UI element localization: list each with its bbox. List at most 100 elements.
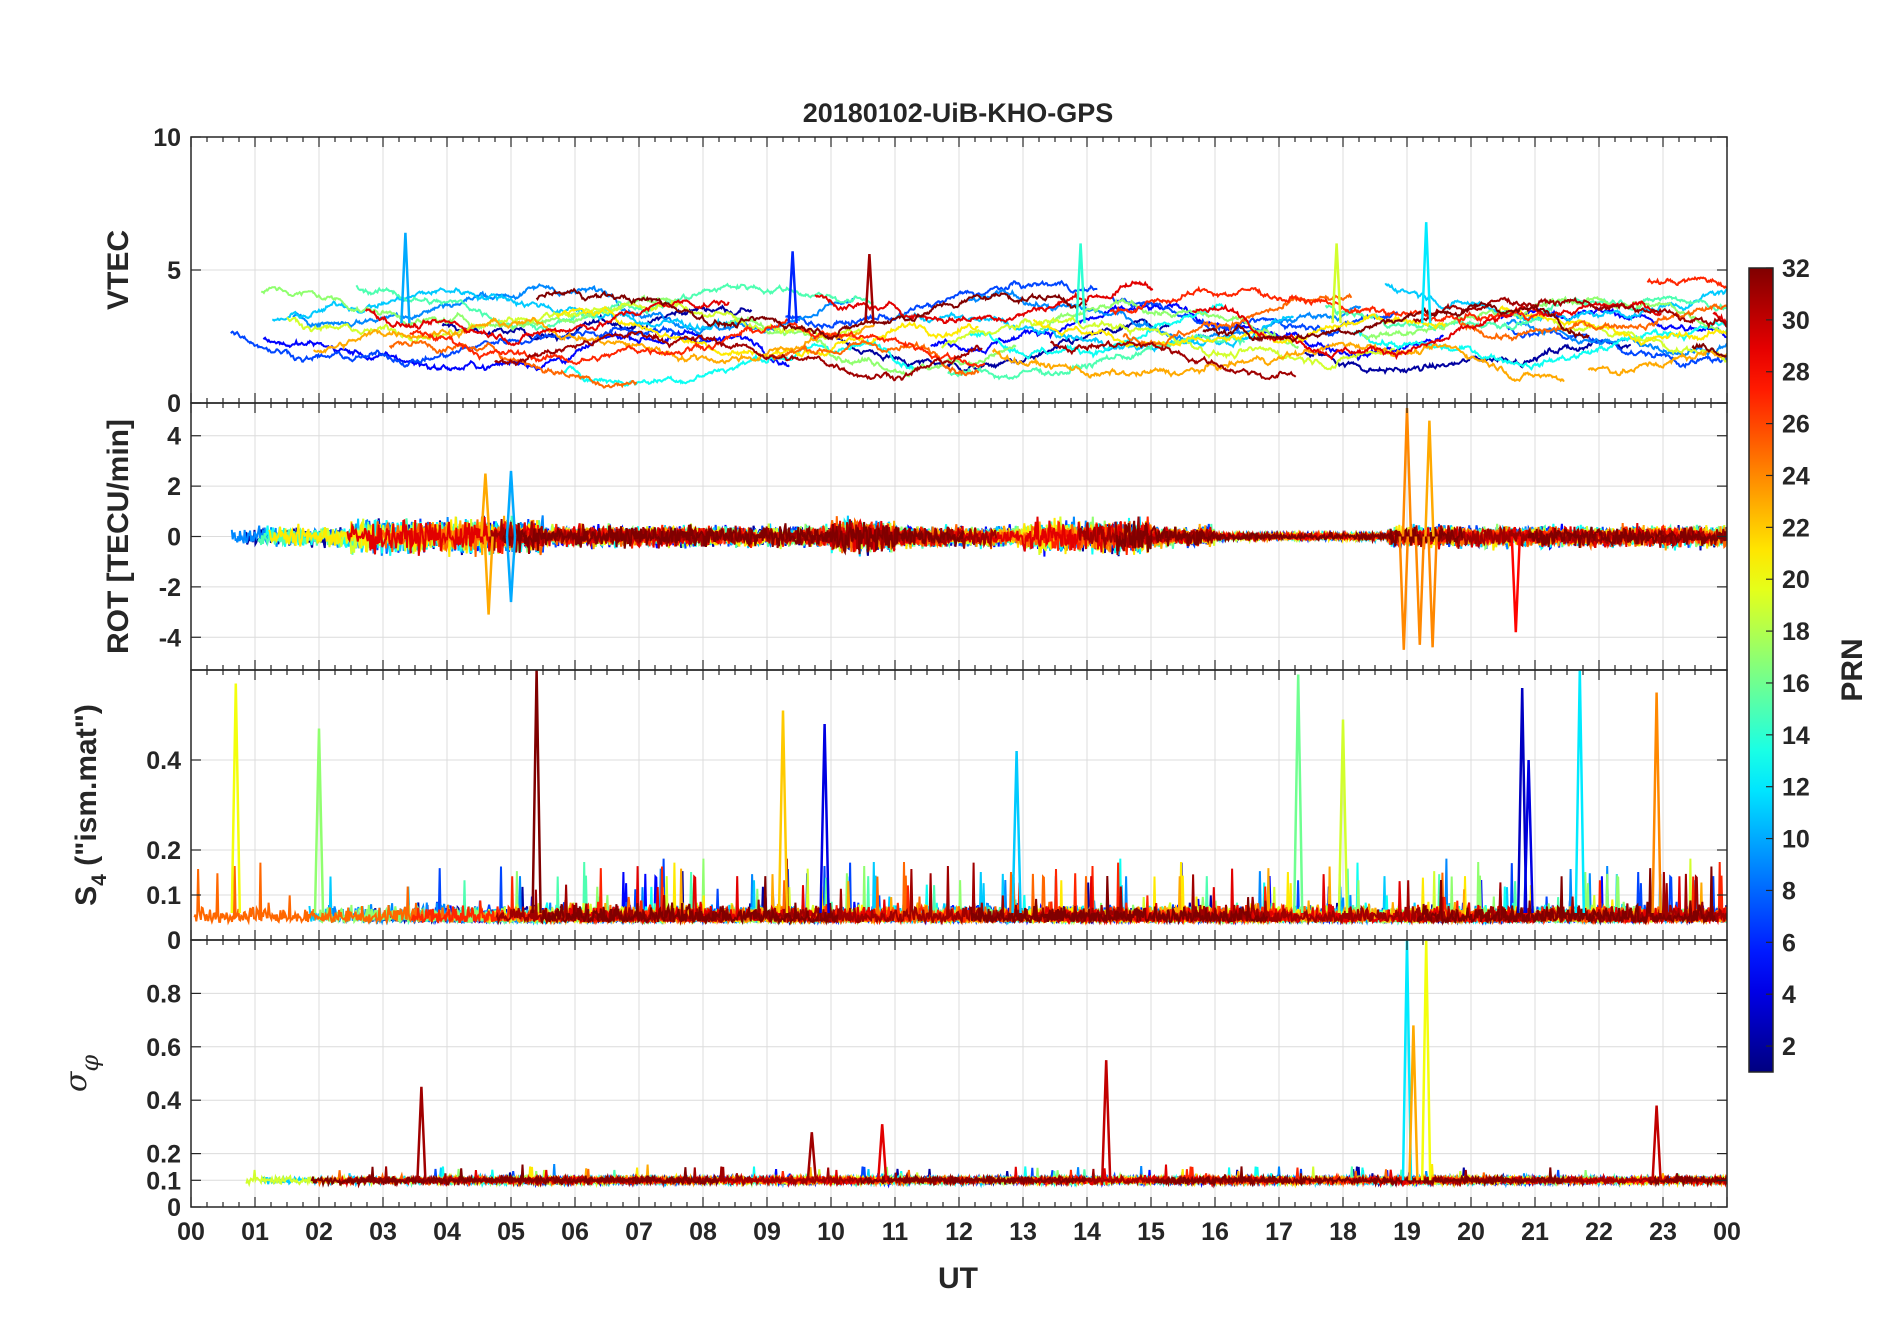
colorbar-tick-label: 22	[1782, 514, 1810, 542]
colorbar-tick-label: 24	[1782, 462, 1810, 490]
spike-vtec-3	[1075, 243, 1086, 324]
colorbar-tick-label: 8	[1782, 877, 1796, 905]
series-prn-19	[940, 316, 1396, 371]
spike-vtec-5	[1331, 243, 1342, 324]
series-prn-25	[193, 862, 459, 926]
colorbar-tick-label: 26	[1782, 411, 1810, 439]
y-tick-label: 5	[167, 257, 181, 285]
colorbar-tick-label: 28	[1782, 359, 1810, 387]
colorbar-tick-label: 32	[1782, 255, 1810, 283]
series-prn-23	[313, 316, 875, 365]
x-tick-label: 10	[817, 1218, 845, 1246]
panel-vtec-series	[230, 222, 1727, 389]
spike-s4-4	[819, 723, 830, 914]
x-tick-label: 18	[1329, 1218, 1357, 1246]
x-tick-label: 23	[1649, 1218, 1677, 1246]
spike-sigma_phi-7	[806, 1132, 818, 1181]
colorbar-tick-label: 10	[1782, 826, 1810, 854]
panel-vtec: 0 5 10 VTEC	[102, 124, 1728, 418]
series-prn-32	[859, 1173, 1087, 1187]
spike-vtec-0	[400, 232, 411, 324]
y-axis-title-s4: S4 ("ism.mat")	[70, 704, 111, 906]
y-tick-label: 0.1	[146, 1167, 181, 1195]
x-tick-label: 07	[625, 1218, 653, 1246]
series-prn-7	[785, 279, 1098, 330]
spike-s4-2	[531, 670, 542, 914]
y-axis-title-rot: ROT [TECU/min]	[102, 419, 135, 654]
spike-sigma_phi-0	[1401, 940, 1413, 1181]
panel-sigma_phi-grid	[190, 940, 1728, 1208]
series-prn-15	[947, 333, 1246, 381]
series-prn-29	[1712, 311, 1727, 326]
y-tick-label: 0.4	[146, 747, 181, 775]
series-prn-32	[1527, 526, 1727, 549]
spike-s4-1	[313, 728, 325, 914]
spike-sigma_phi-3	[1100, 1060, 1112, 1181]
series-prn-32	[502, 521, 965, 556]
series-prn-21	[1032, 313, 1446, 349]
y-tick-label: 0.8	[146, 980, 181, 1008]
x-tick-label: 03	[369, 1218, 397, 1246]
spike-sigma_phi-6	[876, 1124, 888, 1181]
spike-rot-1	[1398, 536, 1410, 650]
y-tick-label: -2	[159, 574, 181, 602]
x-tick-label: 16	[1201, 1218, 1229, 1246]
series-prn-31	[1186, 874, 1456, 926]
spike-vtec-1	[787, 251, 798, 324]
panel-rot: -4 -2 0 2 4 ROT [TECU/min]	[102, 402, 1728, 671]
y-tick-label: 2	[167, 473, 181, 501]
series-prn-25	[1459, 303, 1727, 342]
x-tick-label: 09	[753, 1218, 781, 1246]
panel-s4: 0 0.1 0.2 0.4 S4 ("ism.mat")	[70, 669, 1728, 955]
series-prn-32	[1154, 1166, 1566, 1189]
y-tick-label: 0	[167, 390, 181, 418]
series-prn-15	[1324, 295, 1727, 332]
series-prn-17	[1361, 295, 1727, 341]
spike-sigma_phi-5	[1651, 1105, 1662, 1181]
spike-s4-5	[1011, 750, 1022, 914]
spike-sigma_phi-2	[1408, 1025, 1419, 1181]
series-prn-32	[540, 876, 839, 926]
panel-s4-series	[193, 670, 1727, 926]
series-prn-7	[1507, 327, 1727, 369]
series-prn-5	[930, 301, 1445, 362]
y-tick-label: 0.6	[146, 1034, 181, 1062]
series-prn-25	[388, 340, 638, 389]
spike-s4-11	[1523, 759, 1534, 914]
series-prn-23	[1587, 349, 1727, 377]
x-tick-label: 20	[1457, 1218, 1485, 1246]
series-prn-2	[1304, 338, 1631, 375]
series-prn-32	[310, 1164, 720, 1188]
y-tick-label: 0.4	[146, 1087, 181, 1115]
spike-rot-6	[480, 473, 491, 537]
series-prn-32	[1648, 1173, 1727, 1188]
colorbar-bar	[1748, 267, 1774, 1073]
y-tick-label: 0	[167, 927, 181, 955]
y-tick-label: 10	[153, 124, 181, 152]
y-axis-title-vtec: VTEC	[102, 230, 135, 310]
x-axis-title: UT	[938, 1262, 978, 1295]
x-tick-label: 00	[1713, 1218, 1741, 1246]
series-prn-25	[768, 339, 980, 377]
spike-s4-8	[1516, 687, 1528, 914]
x-tick-label: 06	[561, 1218, 589, 1246]
x-tick-label: 21	[1521, 1218, 1549, 1246]
y-tick-label: 4	[167, 423, 181, 451]
spike-vtec-2	[864, 253, 875, 324]
x-axis-tick-labels: 00 01 02 03 04 05 06 07 08 09 10 11 12 13 14 15 16 17 18 19…	[177, 1218, 1741, 1246]
spike-s4-6	[1292, 674, 1304, 914]
y-tick-label: 0.1	[146, 882, 181, 910]
x-tick-label: 14	[1073, 1218, 1101, 1246]
x-tick-label: 08	[689, 1218, 717, 1246]
series-prn-13	[1353, 319, 1727, 371]
x-tick-label: 22	[1585, 1218, 1613, 1246]
spike-vtec-4	[1420, 222, 1432, 324]
series-prn-32	[535, 287, 1088, 341]
series-prn-32	[1115, 520, 1464, 553]
series-prn-32	[969, 875, 1269, 926]
series-prn-27	[1646, 275, 1727, 290]
panel-sigma_phi: 00.10.2 0.4 0.6 0.8 σφ	[59, 939, 1728, 1222]
x-tick-label: 13	[1009, 1218, 1037, 1246]
